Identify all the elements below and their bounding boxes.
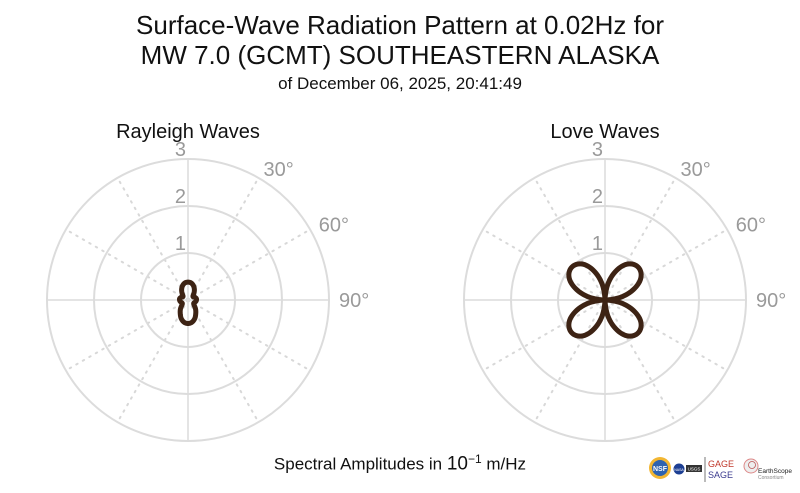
polar-chart-love: 1 2 3 30° 60° 90° Love Waves	[463, 121, 786, 442]
radial-tick-label: 2	[592, 186, 603, 208]
angular-gridline-dotted	[533, 176, 606, 301]
angular-gridline-dotted	[187, 299, 260, 424]
angle-tick-label: 60°	[319, 215, 349, 237]
subplot-title: Love Waves	[550, 121, 659, 143]
angle-tick-label: 90°	[756, 290, 786, 312]
chart-title-line2: MW 7.0 (GCMT) SOUTHEASTERN ALASKA	[140, 40, 660, 70]
chart-subtitle: of December 06, 2025, 20:41:49	[278, 74, 522, 93]
radial-gridline-circle	[510, 205, 700, 395]
radial-tick-label: 1	[592, 233, 603, 255]
angular-gridline-dotted	[604, 299, 729, 372]
usgs-logo: USGS	[686, 465, 702, 472]
amplitude-units-label: Spectral Amplitudes in 10−1 m/Hz	[0, 452, 800, 476]
angular-gridline-dotted	[187, 228, 312, 301]
nsf-logo: NSF	[649, 457, 671, 479]
angular-gridline-dotted	[64, 299, 189, 372]
radial-gridline-circle	[46, 158, 330, 442]
angle-tick-label: 60°	[736, 215, 766, 237]
radial-tick-label: 3	[592, 139, 603, 161]
radial-gridline-circle	[140, 252, 236, 348]
angle-tick-label: 30°	[264, 159, 294, 181]
usgs-text: USGS	[688, 467, 701, 472]
angular-gridline-dotted	[604, 228, 729, 301]
radial-gridline-circle	[463, 158, 747, 442]
angle-tick-label: 90°	[339, 290, 369, 312]
nasa-text: NASA	[674, 468, 684, 472]
angular-gridline-dotted	[481, 228, 606, 301]
footer-base: 10	[446, 453, 468, 475]
angular-gridline-dotted	[533, 299, 606, 424]
angular-gridline-dotted	[64, 228, 189, 301]
earthscope-text: EarthScope	[758, 468, 792, 475]
footer-prefix: Spectral Amplitudes in	[273, 454, 447, 474]
footer-suffix: m/Hz	[481, 454, 527, 474]
radiation-pattern-line	[176, 279, 200, 326]
radial-tick-label: 2	[175, 186, 186, 208]
angular-gridline-dotted	[187, 176, 260, 301]
radial-gridline-circle	[93, 205, 283, 395]
subplot-title: Rayleigh Waves	[116, 121, 260, 143]
nasa-logo: NASA	[673, 463, 685, 475]
angle-tick-label: 30°	[681, 159, 711, 181]
nsf-text: NSF	[653, 466, 668, 473]
angular-gridline-dotted	[481, 299, 606, 372]
footer-exponent: −1	[467, 452, 482, 466]
angular-gridline-dotted	[604, 299, 677, 424]
sage-text: SAGE	[708, 470, 733, 480]
consortium-text: Consortium	[758, 475, 784, 481]
angular-gridline-dotted	[187, 299, 312, 372]
earthscope-logo: EarthScope Consortium	[743, 458, 792, 481]
polar-chart-rayleigh: 1 2 3 30° 60° 90° Rayleigh Waves	[46, 121, 369, 442]
gage-text: GAGE	[708, 459, 734, 469]
angular-gridline-dotted	[116, 299, 189, 424]
chart-title-line1: Surface-Wave Radiation Pattern at 0.02Hz…	[136, 10, 664, 40]
angular-gridline-dotted	[604, 176, 677, 301]
radial-tick-label: 1	[175, 233, 186, 255]
radial-gridline-circle	[557, 252, 653, 348]
radial-tick-label: 3	[175, 139, 186, 161]
radiation-pattern-line	[566, 261, 644, 339]
angular-gridline-dotted	[116, 176, 189, 301]
sponsor-logos: NSF NASA USGS GAGE SAGE EarthScope Conso…	[649, 457, 792, 482]
